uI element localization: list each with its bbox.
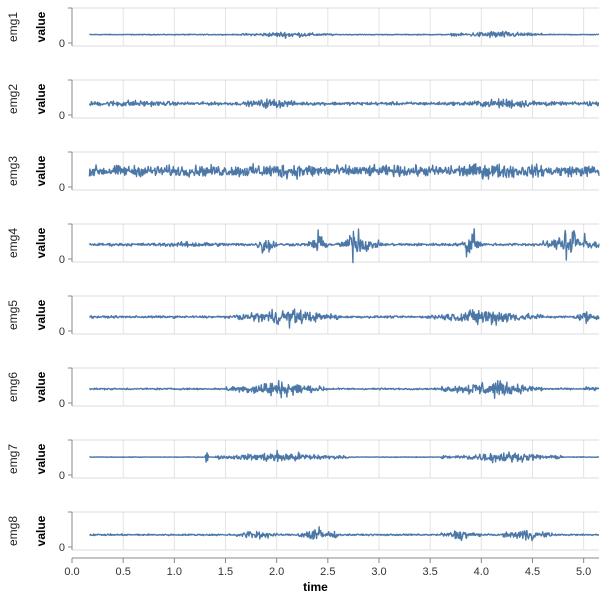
- y-tick-label: 0: [59, 470, 65, 482]
- y-tick-label: 0: [59, 38, 65, 50]
- x-tick-label: 4.5: [525, 566, 540, 578]
- y-tick-label: 0: [59, 326, 65, 338]
- series-line-emg8: [89, 526, 600, 542]
- row-label: emg7: [6, 444, 20, 474]
- row-label: emg8: [6, 516, 20, 546]
- panel-emg5: 0 emg5 value: [6, 295, 600, 338]
- y-tick-label: 0: [59, 398, 65, 410]
- x-tick-label: 1.0: [167, 566, 182, 578]
- x-tick-label: 2.0: [269, 566, 284, 578]
- y-tick-label: 0: [59, 110, 65, 122]
- panel-emg4: 0 emg4 value: [6, 223, 600, 266]
- series-line-emg7: [89, 449, 600, 464]
- y-axis-title: value: [34, 155, 48, 186]
- series-line-emg2: [88, 98, 600, 109]
- panel-emg2: 0 emg2 value: [6, 79, 600, 122]
- row-label: emg5: [6, 300, 20, 330]
- row-label: emg2: [6, 84, 20, 114]
- y-tick-label: 0: [59, 254, 65, 266]
- x-tick-label: 3.0: [371, 566, 386, 578]
- row-label: emg3: [6, 156, 20, 186]
- panel-emg7: 0 emg7 value: [6, 439, 600, 482]
- series-line-emg1: [89, 30, 600, 39]
- panel-emg3: 0 emg3 value: [6, 151, 600, 194]
- x-tick-label: 3.5: [423, 566, 438, 578]
- y-tick-label: 0: [59, 182, 65, 194]
- row-label: emg6: [6, 372, 20, 402]
- series-line-emg4: [88, 228, 600, 264]
- y-axis-title: value: [34, 83, 48, 114]
- panel-emg6: 0 emg6 value: [6, 367, 600, 410]
- x-tick-label: 4.0: [474, 566, 489, 578]
- y-axis-title: value: [34, 371, 48, 402]
- y-axis-title: value: [34, 299, 48, 330]
- x-tick-label: 5.0: [576, 566, 591, 578]
- panel-emg1: 0 emg1 value: [6, 7, 600, 50]
- x-tick-label: 1.5: [218, 566, 233, 578]
- x-axis-title: time: [303, 580, 328, 594]
- y-axis-title: value: [34, 227, 48, 258]
- panel-emg8: 0 emg8 value: [6, 511, 600, 554]
- x-tick-label: 2.5: [320, 566, 335, 578]
- series-line-emg3: [88, 163, 600, 180]
- x-tick-label: 0.0: [64, 566, 79, 578]
- y-axis-title: value: [34, 515, 48, 546]
- x-tick-label: 0.5: [116, 566, 131, 578]
- series-line-emg5: [89, 308, 600, 329]
- y-axis-title: value: [34, 443, 48, 474]
- row-label: emg1: [6, 12, 20, 42]
- y-tick-label: 0: [59, 542, 65, 554]
- y-axis-title: value: [34, 11, 48, 42]
- row-label: emg4: [6, 228, 20, 258]
- series-line-emg6: [88, 380, 600, 399]
